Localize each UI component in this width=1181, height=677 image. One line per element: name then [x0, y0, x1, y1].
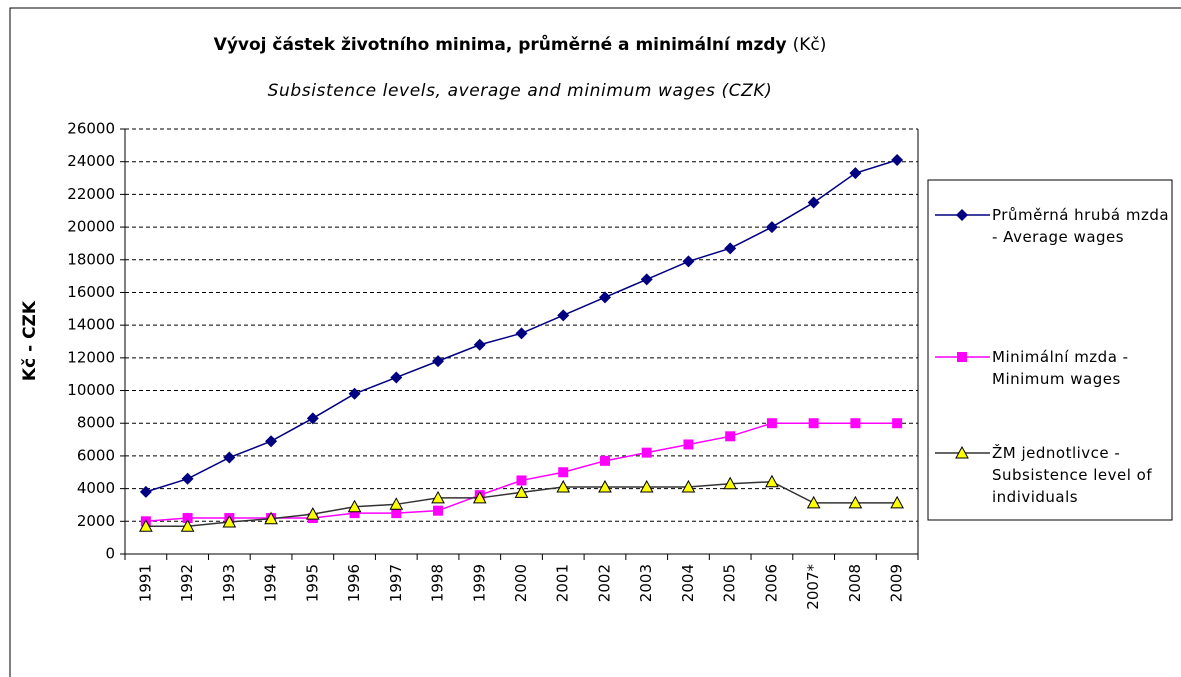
data-point: [264, 511, 278, 525]
data-point: [265, 435, 278, 448]
x-tick-label: 1995: [303, 564, 321, 602]
data-point: [182, 513, 193, 524]
y-tick-label: 18000: [67, 250, 115, 268]
data-point: [557, 309, 570, 322]
data-point: [892, 418, 903, 429]
data-point: [765, 221, 778, 234]
y-tick-label: 26000: [67, 120, 115, 138]
data-point: [806, 495, 821, 509]
x-tick-label: 2000: [512, 564, 530, 602]
y-tick-label: 2000: [77, 512, 115, 530]
data-point: [432, 355, 445, 368]
data-point: [347, 499, 362, 513]
x-tick-label: 1994: [262, 564, 280, 602]
chart-subtitle: Subsistence levels, average and minimum …: [268, 81, 773, 101]
y-tick-label: 14000: [67, 316, 115, 334]
data-point: [723, 476, 738, 490]
data-point: [725, 431, 736, 442]
data-point: [641, 447, 652, 458]
x-tick-label: 1991: [136, 564, 154, 602]
data-point: [598, 291, 611, 304]
data-point: [850, 418, 861, 429]
x-tick-label: 2005: [721, 564, 739, 602]
x-tick-label: 1999: [470, 564, 488, 602]
data-point: [849, 167, 862, 180]
data-point: [305, 507, 320, 520]
legend-box: [927, 179, 1173, 521]
chart-title: Vývoj částek životního minima, průměrné …: [214, 33, 827, 55]
data-point: [724, 242, 737, 255]
data-point: [558, 467, 569, 478]
x-tick-label: 1998: [429, 564, 447, 602]
data-point: [391, 508, 402, 519]
y-tick-label: 8000: [77, 414, 115, 432]
data-point: [766, 418, 777, 429]
data-point: [514, 485, 529, 498]
y-tick-label: 22000: [67, 185, 115, 203]
data-point: [306, 412, 319, 425]
data-point: [431, 490, 445, 504]
data-point: [139, 519, 153, 532]
x-tick-label: 2008: [846, 564, 864, 602]
x-tick-label: 1993: [220, 564, 238, 602]
legend-marker: [957, 352, 967, 362]
x-tick-label: 1992: [178, 564, 196, 602]
x-tick-label: 1997: [387, 564, 405, 602]
legend-marker: [956, 209, 968, 221]
data-point: [223, 451, 236, 464]
data-point: [139, 485, 152, 498]
y-axis-label: Kč - CZK: [20, 300, 40, 381]
data-point: [639, 479, 654, 493]
legend-marker: [955, 445, 969, 459]
x-tick-label: 2006: [762, 564, 780, 602]
data-point: [556, 479, 571, 493]
data-point: [599, 455, 610, 466]
y-tick-label: 20000: [67, 218, 115, 236]
data-point: [390, 371, 403, 384]
title-unit: (Kč): [793, 35, 827, 55]
data-point: [807, 196, 820, 209]
data-point: [681, 479, 696, 493]
title-main: Vývoj částek životního minima, průměrné …: [214, 33, 787, 55]
data-point: [222, 514, 237, 528]
x-tick-label: 2002: [595, 564, 613, 602]
data-point: [473, 338, 486, 351]
x-tick-label: 1996: [345, 564, 363, 602]
data-point: [682, 255, 695, 268]
data-point: [349, 508, 360, 519]
y-tick-label: 10000: [67, 381, 115, 399]
x-tick-label: 2003: [637, 564, 655, 602]
data-point: [891, 154, 904, 167]
data-point: [890, 495, 904, 509]
data-point: [598, 479, 612, 493]
data-point: [640, 273, 653, 286]
data-point: [180, 519, 195, 532]
y-tick-label: 4000: [77, 479, 115, 497]
data-point: [848, 495, 863, 509]
data-point: [389, 497, 404, 510]
data-point: [808, 418, 819, 429]
y-tick-label: 12000: [67, 348, 115, 366]
data-point: [472, 490, 487, 504]
y-tick-label: 16000: [67, 283, 115, 301]
legend-label: ŽM jednotlivce - Subsistence level of in…: [992, 444, 1153, 506]
x-tick-label: 2004: [679, 564, 697, 602]
x-tick-label: 2001: [554, 564, 572, 602]
data-point: [516, 475, 527, 486]
data-point: [433, 505, 444, 516]
data-point: [348, 387, 361, 400]
x-tick-label: 2009: [888, 564, 906, 602]
data-point: [683, 439, 694, 450]
y-tick-label: 6000: [77, 446, 115, 464]
y-tick-label: 0: [105, 545, 115, 563]
x-tick-label: 2007*: [804, 564, 822, 610]
legend-label: Minimální mzda - Minimum wages: [992, 348, 1129, 388]
legend-label: Průměrná hrubá mzda - Average wages: [992, 206, 1170, 246]
data-point: [765, 474, 779, 488]
data-point: [515, 327, 528, 340]
data-point: [181, 472, 194, 485]
y-tick-label: 24000: [67, 152, 115, 170]
